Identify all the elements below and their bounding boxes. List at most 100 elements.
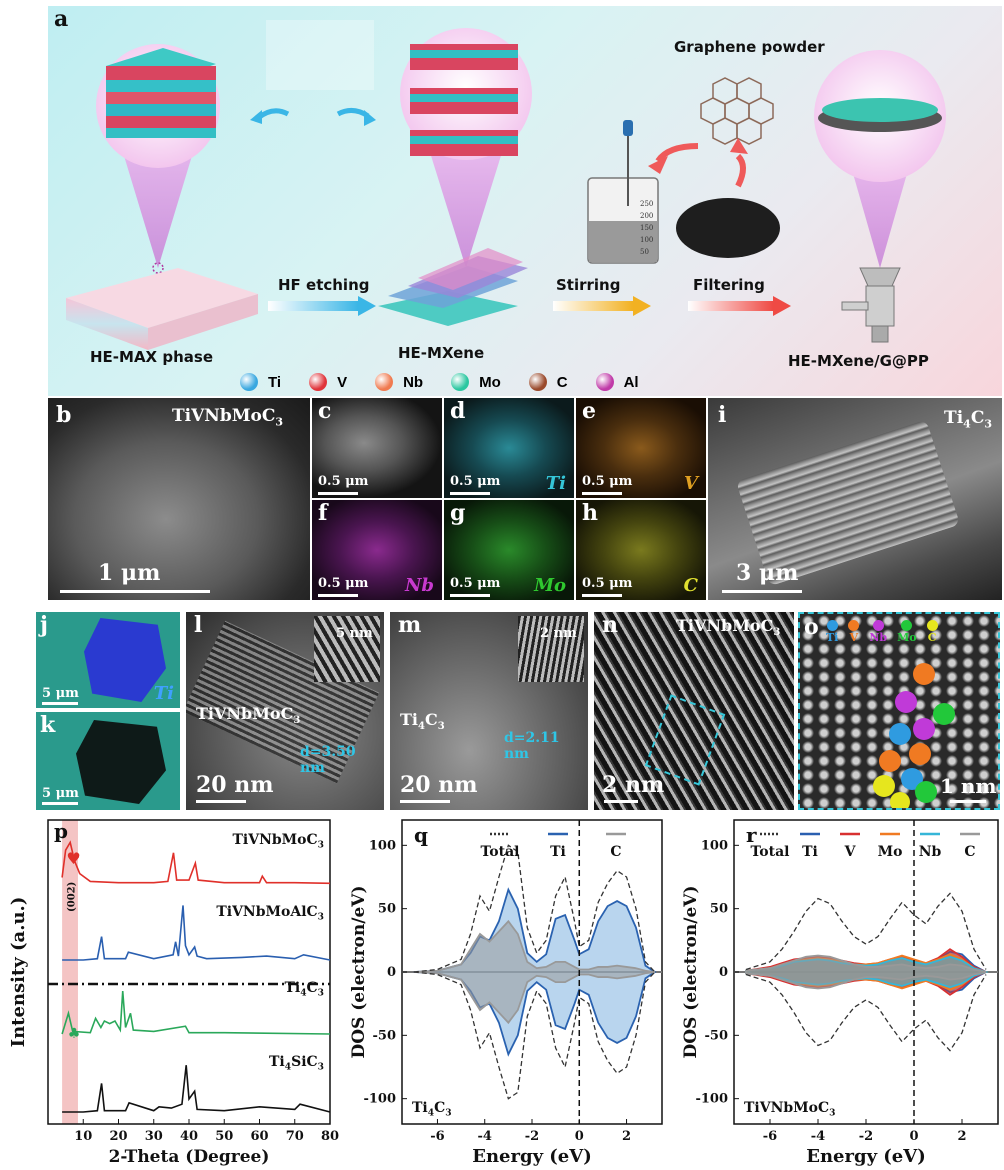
y-tick-label: 0	[387, 965, 396, 980]
panel-label-p: p	[54, 819, 68, 843]
graphene-molecule	[700, 77, 774, 145]
dos-total-line	[745, 973, 987, 1052]
panel-h-map: h 0.5 μm C	[576, 500, 706, 600]
scale-label: 1 nm	[940, 774, 997, 798]
series-label: Ti4SiC3	[269, 1054, 324, 1073]
chart-q-dos: q -6 -4 -2 0 2 -100 -50 0 50 100 Energy (eV) DOS (el…	[349, 819, 663, 1167]
chart-r-dos: r -6 -4 -2 0 2 -100 -50 0 50 100 Energy (eV) DOS (el…	[681, 819, 999, 1167]
mxene-flakes	[378, 248, 528, 326]
step-filtering: Filtering	[693, 276, 765, 294]
y-tick-label: -50	[373, 1028, 397, 1043]
legend-label: Mo	[878, 844, 903, 860]
y-axis-label: DOS (electron/eV)	[681, 886, 701, 1059]
plot-frame	[47, 819, 331, 1125]
legend-item: Nb	[375, 373, 423, 391]
x-axis-label: Energy (eV)	[472, 1146, 592, 1167]
x-tick-label: 80	[321, 1129, 339, 1144]
y-axis-label: Intensity (a.u.)	[8, 897, 29, 1048]
panel-label-i: i	[718, 402, 727, 428]
xrd-series-line	[62, 905, 331, 961]
max-slab-top	[66, 268, 258, 328]
x-axis-label: 2-Theta (Degree)	[109, 1147, 270, 1167]
club-marker: ♣	[68, 1026, 81, 1042]
series-label: TiVNbMoC3	[233, 832, 325, 851]
heart-marker: ♥	[66, 849, 80, 868]
hrtem-inset	[518, 616, 584, 682]
panel-label-j: j	[40, 612, 48, 638]
panel-a: 250 200 150 100 50 a Graphene powder HF …	[48, 6, 1002, 396]
caption-product: HE-MXene/G@PP	[788, 352, 929, 370]
y-tick-label: 100	[701, 838, 728, 853]
panel-label-h: h	[582, 500, 598, 526]
element-label: Ti	[545, 473, 566, 494]
y-tick-label: -100	[695, 1092, 728, 1107]
y-tick-label: -100	[363, 1092, 396, 1107]
dos-total-line	[745, 892, 987, 971]
scale-label: 5 μm	[42, 686, 79, 701]
atom-swatch	[595, 373, 614, 391]
beaker-tick: 50	[640, 248, 649, 256]
atom-overlay	[873, 663, 955, 808]
panel-label-c: c	[318, 398, 332, 424]
panel-l-tem: l 5 nm TiVNbMoC3 d=3.50 nm 20 nm	[186, 612, 384, 810]
step-hf-etching: HF etching	[278, 276, 370, 294]
element-label: V	[684, 473, 698, 494]
x-tick-label: 40	[180, 1129, 198, 1144]
panel-e-map: e 0.5 μm V	[576, 398, 706, 498]
panel-k-map: k 5 μm	[36, 712, 180, 810]
series-label: TiVNbMoAlC3	[216, 904, 324, 923]
scale-bar	[42, 702, 78, 705]
x-tick-label: 2	[957, 1129, 966, 1144]
panel-label-f: f	[318, 500, 328, 526]
scale-label: 0.5 μm	[582, 474, 633, 489]
panel-l-title: TiVNbMoC3	[196, 704, 301, 727]
x-tick-label: -6	[763, 1129, 777, 1144]
panel-b-sem: b TiVNbMoC3 1 μm	[48, 398, 310, 600]
step-stirring: Stirring	[556, 276, 621, 294]
scale-label: 0.5 μm	[450, 474, 501, 489]
x-tick-label: 10	[74, 1129, 92, 1144]
filter-apparatus	[841, 267, 901, 343]
panel-f-map: f 0.5 μm Nb	[312, 500, 442, 600]
lattice-sheet	[266, 20, 374, 90]
x-tick-label: 0	[909, 1129, 918, 1144]
scale-bar	[42, 802, 78, 805]
y-tick-label: 100	[369, 838, 396, 853]
atom-swatch	[240, 373, 258, 391]
x-tick-label: 60	[250, 1129, 268, 1144]
panel-c-map: c 0.5 μm	[312, 398, 442, 498]
element-label: Ti	[153, 683, 174, 704]
xrd-series-line	[61, 840, 331, 885]
xrd-series-line	[62, 1065, 331, 1113]
panel-n-haadf: n TiVNbMoC3 2 nm	[594, 612, 794, 810]
cone-mxene	[428, 146, 504, 268]
panel-label-r: r	[746, 823, 757, 847]
panel-label-b: b	[56, 402, 72, 428]
panel-label-g: g	[450, 500, 466, 526]
scale-bar	[400, 800, 450, 803]
x-tick-label: -2	[525, 1129, 539, 1144]
panel-label-o: o	[804, 614, 819, 640]
d-spacing-label: d=3.50 nm	[300, 744, 356, 776]
beaker-tick: 150	[640, 224, 653, 232]
scale-label: 5 μm	[42, 786, 79, 801]
scale-bar	[604, 800, 638, 803]
legend-item: Ti	[240, 373, 281, 391]
y-tick-label: 50	[378, 902, 396, 917]
scale-label: 1 μm	[98, 560, 161, 586]
scale-bar	[582, 492, 622, 495]
legend-label: Total	[750, 844, 789, 860]
legend-label: C	[610, 844, 621, 860]
panel-g-map: g 0.5 μm Mo	[444, 500, 574, 600]
panel-label-q: q	[414, 823, 428, 847]
y-tick-label: 0	[719, 965, 728, 980]
beaker-tick: 250	[640, 200, 653, 208]
corner-label: TiVNbMoC3	[744, 1100, 836, 1119]
scale-bar	[450, 492, 490, 495]
cone-max	[118, 136, 198, 268]
graphene-powder-label: Graphene powder	[674, 38, 825, 56]
panel-j-map: j 5 μm Ti	[36, 612, 180, 708]
dos-area-c	[745, 954, 987, 990]
dark-flake	[76, 720, 166, 804]
caption-mxene: HE-MXene	[398, 344, 485, 362]
